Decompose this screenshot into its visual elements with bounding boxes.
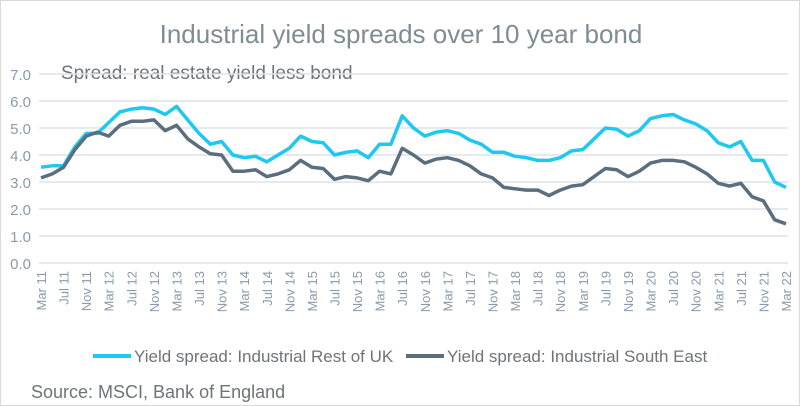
x-tick-label: Nov 15 [350, 271, 365, 312]
x-tick-label: Nov 11 [79, 271, 94, 311]
y-tick-label: 1.0 [10, 229, 31, 246]
y-tick-label: 4.0 [10, 148, 31, 165]
x-tick-label: Mar 21 [711, 271, 726, 311]
x-tick-label: Nov 16 [418, 271, 433, 312]
x-tick-label: Mar 11 [34, 271, 49, 311]
y-tick-label: 6.0 [10, 94, 31, 111]
series-line-south-east [40, 118, 787, 226]
series-line-rest-of-uk [40, 104, 787, 189]
x-tick-label: Nov 18 [553, 271, 568, 312]
x-tick-label: Mar 12 [102, 271, 117, 311]
x-tick-label: Nov 17 [486, 271, 501, 312]
x-tick-label: Jul 11 [57, 271, 72, 305]
x-tick-label: Nov 14 [282, 271, 297, 312]
y-tick-label: 0.0 [10, 256, 31, 273]
x-tick-label: Nov 21 [756, 271, 771, 312]
legend-label-rest-of-uk: Yield spread: Industrial Rest of UK [134, 347, 394, 366]
y-tick-label: 5.0 [10, 121, 31, 138]
x-tick-label: Jul 19 [598, 271, 613, 306]
x-tick-label: Jul 21 [734, 271, 749, 306]
x-tick-label: Mar 14 [237, 271, 252, 311]
x-tick-label: Jul 12 [124, 271, 139, 306]
source-note: Source: MSCI, Bank of England [31, 382, 285, 402]
x-tick-label: Jul 13 [192, 271, 207, 306]
x-tick-label: Mar 20 [644, 271, 659, 311]
x-tick-label: Mar 19 [576, 271, 591, 311]
y-tick-label: 7.0 [10, 67, 31, 84]
chart-title: Industrial yield spreads over 10 year bo… [160, 19, 643, 49]
x-tick-label: Mar 15 [305, 271, 320, 311]
x-tick-label: Nov 12 [147, 271, 162, 312]
x-tick-label: Mar 18 [508, 271, 523, 311]
x-tick-label: Mar 16 [373, 271, 388, 311]
x-tick-label: Mar 17 [440, 271, 455, 311]
x-tick-label: Nov 19 [621, 271, 636, 312]
x-tick-label: Jul 15 [327, 271, 342, 306]
x-tick-label: Nov 20 [689, 271, 704, 312]
x-tick-label: Mar 13 [169, 271, 184, 311]
legend-label-south-east: Yield spread: Industrial South East [447, 347, 707, 366]
y-tick-label: 3.0 [10, 175, 31, 192]
x-tick-label: Mar 22 [779, 271, 794, 311]
y-tick-label: 2.0 [10, 202, 31, 219]
x-tick-label: Jul 14 [260, 271, 275, 306]
x-tick-label: Nov 13 [215, 271, 230, 312]
x-tick-label: Jul 20 [666, 271, 681, 306]
x-tick-label: Jul 17 [463, 271, 478, 306]
legend: Yield spread: Industrial Rest of UK Yiel… [93, 347, 707, 366]
x-tick-label: Jul 16 [395, 271, 410, 306]
x-tick-label: Jul 18 [531, 271, 546, 306]
